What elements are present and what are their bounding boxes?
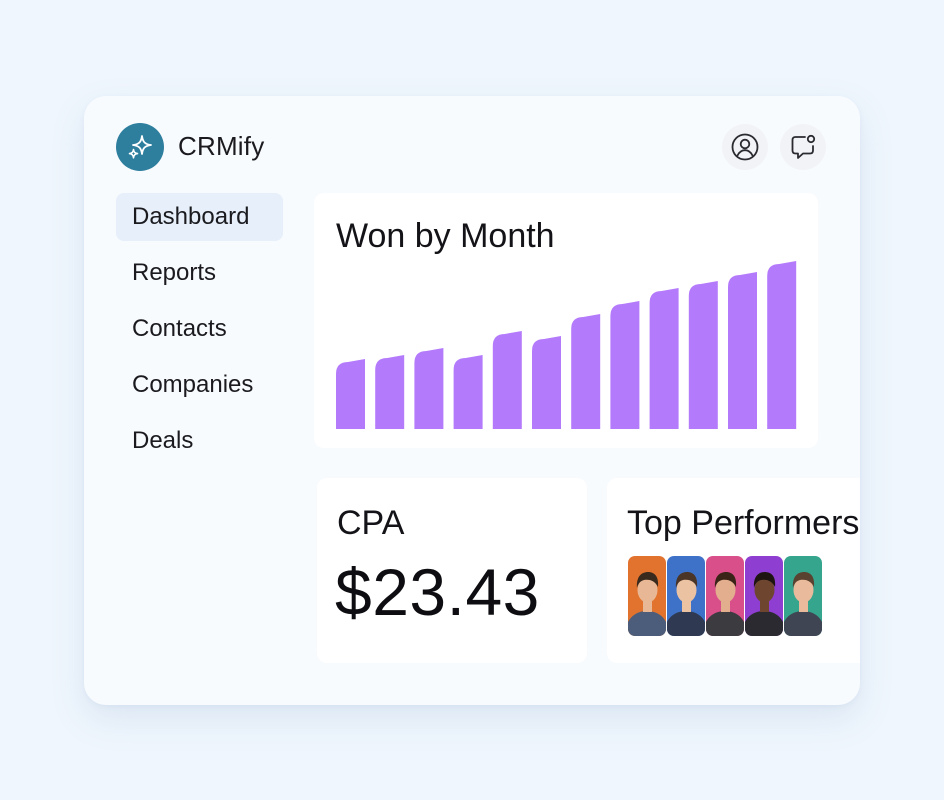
performer-avatar-5[interactable] (784, 556, 822, 636)
sidebar-item-deals[interactable]: Deals (132, 427, 194, 454)
dashboard-card: CRMify Dashboard Reports Contacts Compan… (84, 96, 860, 705)
sidebar-nav: Dashboard Reports Contacts Companies Dea… (116, 193, 283, 473)
sparkle-icon (128, 135, 152, 159)
chart-title: Won by Month (336, 217, 555, 255)
user-circle-icon (731, 133, 759, 161)
top-performers-title: Top Performers (627, 504, 860, 542)
top-performers-panel: Top Performers (607, 478, 860, 663)
cpa-label: CPA (337, 504, 405, 542)
notifications-button[interactable] (780, 124, 826, 170)
profile-button[interactable] (722, 124, 768, 170)
bar-month-4[interactable] (453, 355, 483, 429)
performer-avatar-2[interactable] (667, 556, 705, 636)
performer-avatars (628, 556, 823, 636)
won-by-month-chart (336, 261, 797, 429)
bar-month-8[interactable] (610, 301, 640, 429)
sidebar-item-companies[interactable]: Companies (132, 371, 254, 398)
bar-month-12[interactable] (767, 261, 797, 429)
logo-mark[interactable] (116, 123, 164, 171)
bar-month-1[interactable] (336, 359, 365, 429)
bar-month-10[interactable] (688, 281, 718, 429)
performer-avatar-4[interactable] (745, 556, 783, 636)
bar-month-9[interactable] (649, 288, 679, 429)
bar-month-3[interactable] (414, 348, 444, 429)
sidebar-item-dashboard[interactable]: Dashboard (116, 193, 283, 241)
bar-month-11[interactable] (728, 272, 757, 429)
cpa-panel: CPA $23.43 (317, 478, 587, 663)
brand-name: CRMify (178, 131, 265, 161)
cpa-value: $23.43 (335, 555, 540, 629)
bar-month-6[interactable] (532, 336, 561, 429)
performer-avatar-3[interactable] (706, 556, 744, 636)
bar-month-5[interactable] (492, 331, 522, 429)
won-by-month-panel: Won by Month (314, 193, 818, 448)
sidebar-item-reports[interactable]: Reports (132, 259, 217, 286)
bar-month-7[interactable] (571, 314, 601, 429)
bar-month-2[interactable] (375, 355, 405, 429)
performer-avatar-1[interactable] (628, 556, 666, 636)
chat-notification-icon (791, 134, 816, 159)
sidebar-item-contacts[interactable]: Contacts (132, 315, 227, 342)
